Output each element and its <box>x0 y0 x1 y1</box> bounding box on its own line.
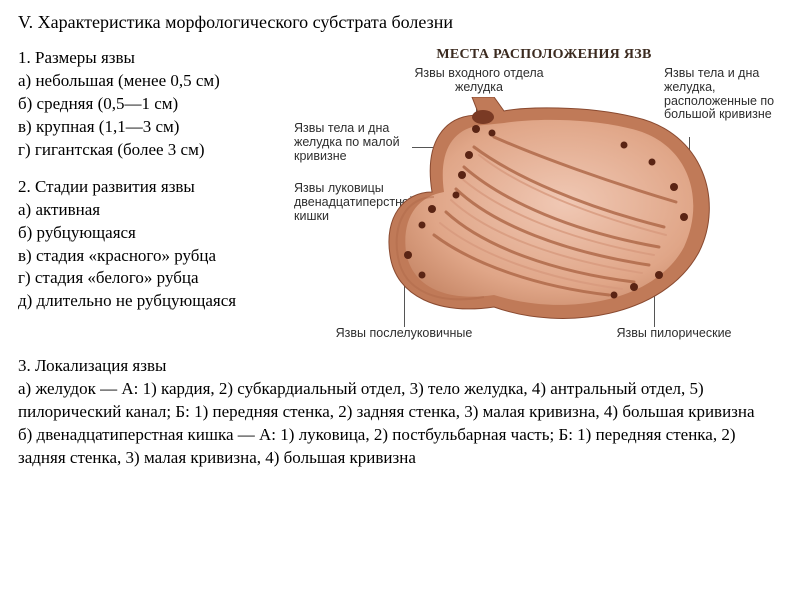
s3-b: б) двенадцатиперстная кишка — А: 1) луко… <box>18 424 782 470</box>
s3-title: 3. Локализация язвы <box>18 355 782 378</box>
s2-title: 2. Стадии развития язвы <box>18 176 288 199</box>
s2-e: д) длительно не рубцующаяся <box>18 290 288 313</box>
left-text-column: 1. Размеры язвы а) небольшая (менее 0,5 … <box>18 47 288 347</box>
section-1: 1. Размеры язвы а) небольшая (менее 0,5 … <box>18 47 288 162</box>
diagram-column: МЕСТА РАСПОЛОЖЕНИЯ ЯЗВ Язвы входного отд… <box>288 47 794 347</box>
section-2: 2. Стадии развития язвы а) активная б) р… <box>18 176 288 314</box>
s2-a: а) активная <box>18 199 288 222</box>
s3-a: а) желудок — А: 1) кардия, 2) субкардиал… <box>18 378 782 424</box>
label-entrance-ulcers: Язвы входного отдела желудка <box>414 67 544 95</box>
s1-b: б) средняя (0,5—1 см) <box>18 93 288 116</box>
s1-d: г) гигантская (более 3 см) <box>18 139 288 162</box>
stomach-diagram: Язвы входного отдела желудка Язвы тела и… <box>294 67 794 347</box>
s1-a: а) небольшая (менее 0,5 см) <box>18 70 288 93</box>
s2-b: б) рубцующаяся <box>18 222 288 245</box>
section-heading: V. Характеристика морфологического субст… <box>18 12 782 33</box>
s1-c: в) крупная (1,1—3 см) <box>18 116 288 139</box>
s1-title: 1. Размеры язвы <box>18 47 288 70</box>
s2-c: в) стадия «красного» рубца <box>18 245 288 268</box>
diagram-title: МЕСТА РАСПОЛОЖЕНИЯ ЯЗВ <box>294 47 794 63</box>
section-3: 3. Локализация язвы а) желудок — А: 1) к… <box>18 355 782 470</box>
s2-d: г) стадия «белого» рубца <box>18 267 288 290</box>
stomach-illustration <box>384 97 724 332</box>
